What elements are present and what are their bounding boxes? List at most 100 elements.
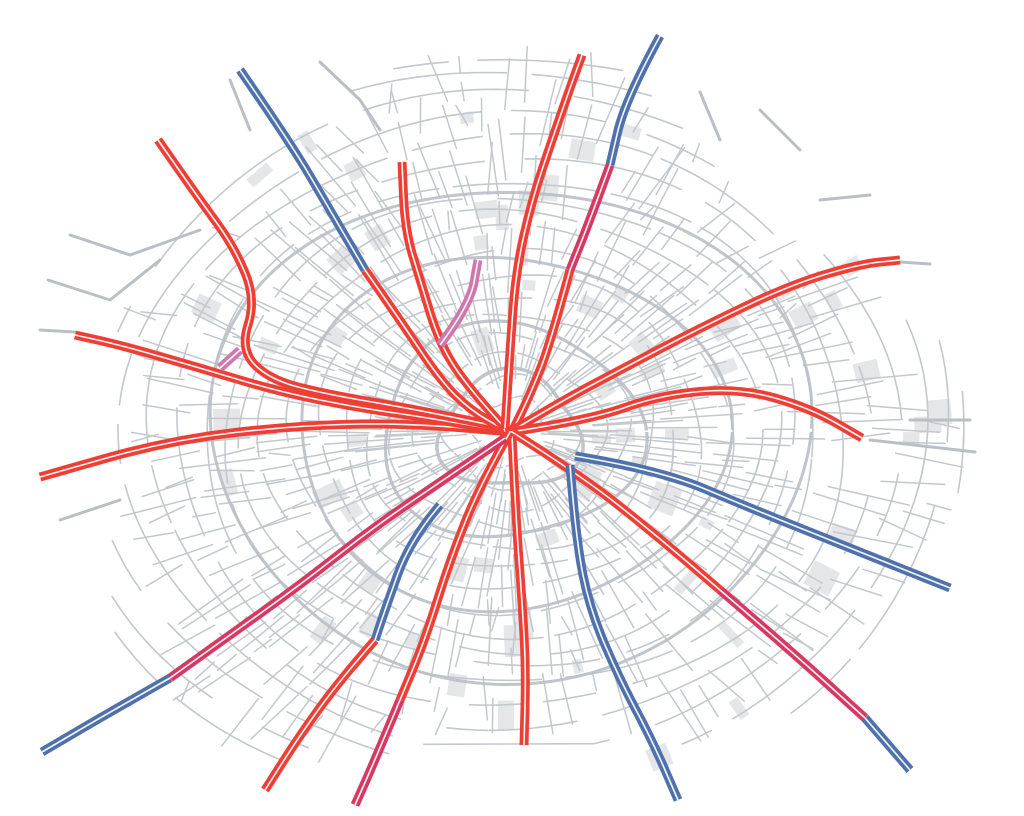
- street-segment: [540, 521, 564, 595]
- street-segment: [588, 300, 619, 338]
- street-segment: [140, 311, 178, 317]
- street-segment: [536, 225, 587, 239]
- street-segment: [342, 565, 368, 597]
- street-segment: [790, 658, 851, 714]
- street-segment: [309, 290, 330, 302]
- corridor-west[interactable]: [38, 419, 511, 482]
- traffic-segment-centerline: [569, 464, 679, 801]
- street-segment: [517, 471, 529, 505]
- street-segment: [553, 298, 635, 332]
- street-segment: [564, 318, 579, 338]
- city-block: [709, 357, 739, 379]
- street-segment: [757, 545, 823, 584]
- street-segment: [178, 524, 236, 541]
- street-segment: [474, 350, 510, 361]
- corridor-northwest[interactable]: [236, 67, 508, 434]
- street-segment: [782, 632, 814, 650]
- street-segment: [518, 291, 523, 343]
- traffic-corridors-layer[interactable]: [38, 33, 952, 807]
- traffic-segment-congested[interactable]: [261, 637, 379, 793]
- street-segment: [538, 479, 564, 518]
- city-block: [646, 480, 683, 517]
- street-segment: [786, 458, 813, 549]
- street-segment: [142, 374, 185, 381]
- street-segment: [268, 614, 301, 639]
- street-segment: [871, 427, 941, 434]
- corridor-southwest[interactable]: [39, 434, 508, 756]
- street-segment: [758, 240, 797, 259]
- street-segment: [177, 578, 244, 625]
- street-segment: [349, 459, 382, 529]
- street-segment: [389, 457, 403, 482]
- street-segment: [620, 294, 675, 342]
- street-segment: [605, 623, 639, 683]
- traffic-segment-free_flow[interactable]: [605, 33, 664, 167]
- street-segment: [373, 508, 393, 522]
- street-segment: [866, 404, 928, 412]
- street-segment: [724, 514, 805, 550]
- street-segment: [655, 144, 685, 196]
- street-segment: [639, 286, 685, 318]
- street-segment: [679, 375, 703, 386]
- street-segment: [386, 462, 433, 487]
- street-segment: [450, 209, 468, 266]
- corridor-south-southeast[interactable]: [565, 464, 683, 802]
- street-segment: [525, 507, 530, 526]
- street-segment: [482, 313, 508, 317]
- street-segment: [461, 556, 477, 607]
- street-segment: [605, 418, 609, 440]
- street-segment: [807, 287, 848, 307]
- city-block: [473, 234, 490, 251]
- city-block: [823, 289, 843, 312]
- street-segment: [252, 563, 286, 580]
- corridor-southwest-inner[interactable]: [261, 502, 444, 793]
- corridor-north-northeast[interactable]: [507, 33, 664, 434]
- street-segment: [363, 88, 530, 111]
- corridor-east-northeast[interactable]: [507, 255, 901, 436]
- street-segment: [220, 697, 260, 747]
- street-segment: [503, 57, 511, 111]
- street-segment: [576, 104, 593, 160]
- corridor-east-southeast[interactable]: [574, 451, 952, 593]
- street-segment: [312, 621, 359, 674]
- street-segment: [542, 491, 569, 541]
- street-segment: [183, 301, 236, 331]
- street-segment: [685, 533, 750, 576]
- street-segment: [255, 435, 318, 444]
- street-segment: [732, 493, 782, 507]
- street-segment: [341, 335, 411, 379]
- street-segment: [481, 273, 493, 336]
- street-segment: [414, 529, 437, 555]
- street-segment: [176, 407, 206, 537]
- street-segment: [181, 293, 211, 309]
- corridor-west-upper[interactable]: [74, 330, 511, 437]
- street-segment: [308, 639, 355, 686]
- corridor-north[interactable]: [500, 53, 587, 429]
- corridor-south[interactable]: [507, 434, 530, 746]
- street-segment: [643, 396, 710, 408]
- corridor-south-southwest[interactable]: [350, 429, 514, 807]
- street-segment: [581, 522, 646, 558]
- street-segment: [311, 557, 349, 584]
- corridor-southeast[interactable]: [509, 428, 914, 773]
- street-segment: [172, 675, 211, 701]
- street-segment: [608, 362, 666, 391]
- street-segment: [637, 302, 688, 337]
- street-segment: [791, 509, 858, 533]
- street-segment: [152, 543, 213, 566]
- street-segment: [204, 478, 286, 492]
- street-segment: [575, 290, 616, 343]
- street-segment: [745, 437, 826, 440]
- corridor-east[interactable]: [509, 386, 865, 442]
- city-block: [728, 696, 750, 721]
- street-segment: [380, 223, 512, 263]
- street-segment: [832, 531, 914, 548]
- corridor-northwest-far[interactable]: [154, 137, 506, 433]
- street-segment: [796, 259, 855, 355]
- corridor-north-northwest[interactable]: [397, 161, 509, 432]
- street-segment: [275, 281, 318, 335]
- street-segment: [600, 569, 635, 629]
- street-segment: [259, 395, 320, 408]
